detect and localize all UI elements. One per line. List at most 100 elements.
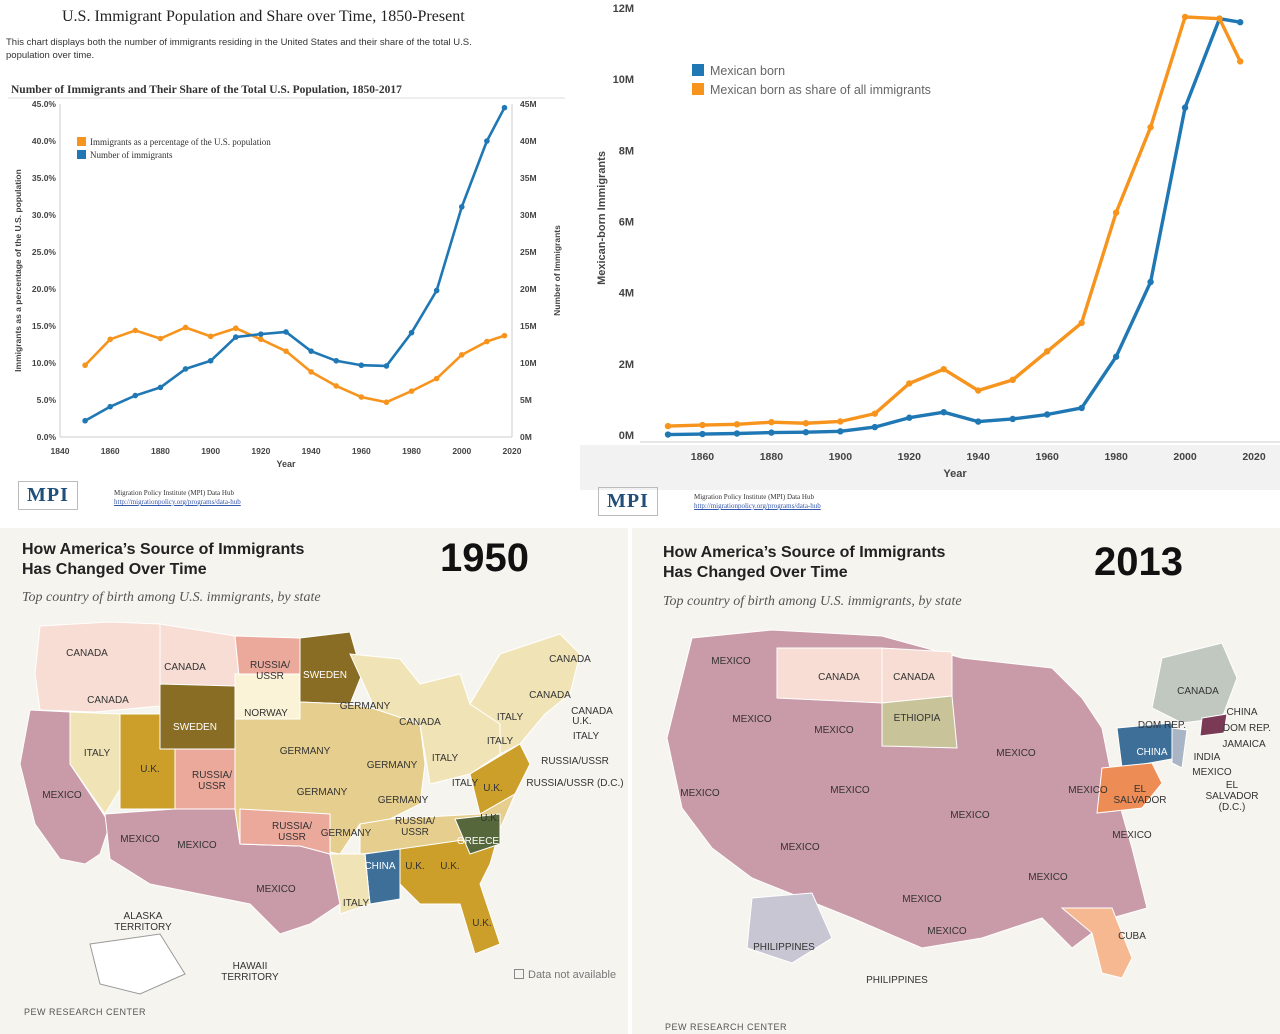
data-point: [871, 423, 879, 431]
data-point: [82, 417, 88, 424]
y2-tick-label: 15M: [520, 321, 537, 331]
y2-tick-label: 30M: [520, 210, 537, 220]
region-northeast: [469, 633, 581, 755]
state-label: U.K.: [140, 764, 159, 775]
panel-mexican-born: 0M 2M 4M 6M 8M 10M 12M 1860 1880 1900 1920 1940 1960…: [580, 0, 1280, 525]
data-point: [1009, 376, 1016, 384]
data-point: [1181, 104, 1189, 111]
data-point: [107, 336, 114, 343]
data-point: [157, 335, 164, 342]
data-point: [1181, 13, 1189, 21]
data-point: [1147, 278, 1154, 286]
chart-title: Number of Immigrants and Their Share of …: [11, 84, 402, 96]
data-point: [484, 338, 490, 345]
map-year: 1950: [440, 536, 529, 580]
state-label: EL: [1226, 780, 1239, 791]
map-subtitle: Top country of birth among U.S. immigran…: [22, 590, 321, 605]
data-point: [1237, 19, 1244, 26]
data-point: [1078, 319, 1085, 327]
state-label: CANADA: [87, 695, 129, 706]
state-label: MEXICO: [1068, 785, 1108, 796]
region-nevada: [69, 711, 121, 815]
state-label: RUSSIA/: [192, 770, 232, 781]
y2-tick-label: 40M: [520, 136, 537, 146]
y-tick-label: 25.0%: [32, 247, 57, 257]
data-point: [1216, 15, 1223, 22]
state-label: CHINA: [1226, 707, 1257, 718]
data-point: [1237, 58, 1244, 65]
no-data-legend: Data not available: [514, 969, 616, 981]
x-tick-label: 1940: [302, 446, 321, 456]
x-tick-label: 1940: [967, 451, 991, 463]
state-label: ETHIOPIA: [894, 713, 941, 724]
data-point: [383, 363, 390, 369]
data-point: [1009, 415, 1016, 423]
region-virginia: [469, 743, 531, 815]
state-label: MEXICO: [256, 884, 296, 895]
data-point: [383, 399, 390, 406]
state-label: PHILIPPINES: [753, 942, 815, 953]
no-data-label: Data not available: [528, 969, 617, 981]
x-tick-label: 1900: [829, 451, 853, 463]
x-axis-label: Year: [276, 459, 296, 469]
y-tick-label: 4M: [619, 288, 634, 300]
state-label: DOM REP.: [1138, 720, 1186, 731]
state-label: ITALY: [452, 778, 479, 789]
legend-label-0: Immigrants as a percentage of the U.S. p…: [90, 137, 271, 147]
state-label: GERMANY: [280, 746, 331, 757]
y-tick-label: 6M: [619, 217, 634, 229]
state-label: MEXICO: [814, 725, 854, 736]
data-point: [433, 287, 440, 294]
pew-credit: PEW RESEARCH CENTER: [24, 1007, 147, 1017]
x-tick-label: 1880: [760, 451, 784, 463]
y-tick-label: 20.0%: [32, 284, 57, 294]
state-label: MEXICO: [780, 842, 820, 853]
state-label: INDIA: [1194, 752, 1221, 763]
state-label: GERMANY: [367, 760, 418, 771]
data-point: [906, 414, 913, 421]
data-point: [258, 336, 264, 343]
state-label: CANADA: [529, 690, 571, 701]
mpi-source-name: Migration Policy Institute (MPI) Data Hu…: [114, 489, 234, 497]
map-title: How America’s Source of Immigrants Has C…: [22, 541, 305, 578]
data-point: [664, 431, 672, 438]
pew-credit: PEW RESEARCH CENTER: [665, 1022, 788, 1032]
series-line-0: [84, 326, 505, 404]
us-map-regions: [666, 629, 1238, 979]
data-point: [906, 380, 913, 387]
data-point: [408, 329, 415, 336]
state-label: ITALY: [432, 753, 459, 764]
legend-swatch-0: [77, 137, 86, 146]
state-label: CANADA: [549, 654, 591, 665]
us-map-regions: [19, 621, 581, 995]
mpi-source-link[interactable]: http://migrationpolicy.org/programs/data…: [114, 498, 241, 506]
no-data-swatch: [514, 969, 524, 979]
state-label: MEXICO: [711, 656, 751, 667]
data-point: [733, 430, 741, 437]
data-point: [82, 362, 88, 369]
state-label: CHINA: [1136, 747, 1167, 758]
region-minnesota: [299, 631, 363, 705]
state-label: RUSSIA/USSR: [541, 756, 609, 767]
map-subtitle: Top country of birth among U.S. immigran…: [663, 594, 962, 609]
data-point: [1147, 124, 1154, 131]
x-tick-label: 1840: [51, 446, 70, 456]
state-label: SALVADOR: [1206, 791, 1259, 802]
state-label: MEXICO: [927, 926, 967, 937]
x-tick-label: 2020: [503, 446, 522, 456]
data-point: [975, 418, 982, 425]
y-tick-label: 35.0%: [32, 173, 57, 183]
mpi-source-link[interactable]: http://migrationpolicy.org/programs/data…: [694, 502, 821, 510]
data-point: [308, 348, 314, 354]
state-label: MEXICO: [120, 834, 160, 845]
map-2013: MEXICO MEXICO CANADA CANADA ETHIOPIA MEXICO ME…: [666, 629, 1271, 986]
state-label: HAWAII: [233, 961, 268, 972]
mpi-source-name: Migration Policy Institute (MPI) Data Hu…: [694, 493, 814, 501]
data-point: [802, 420, 810, 427]
legend-label-1: Mexican born as share of all immigrants: [710, 83, 931, 97]
state-label: U.K.: [572, 716, 591, 727]
mpi-logo: MPI: [18, 481, 78, 510]
chart-immigrants-share: Number of Immigrants and Their Share of …: [8, 84, 565, 469]
data-point: [484, 138, 490, 144]
chart-mexican-born: 0M 2M 4M 6M 8M 10M 12M 1860 1880 1900 1920 1940 1960…: [580, 3, 1280, 490]
